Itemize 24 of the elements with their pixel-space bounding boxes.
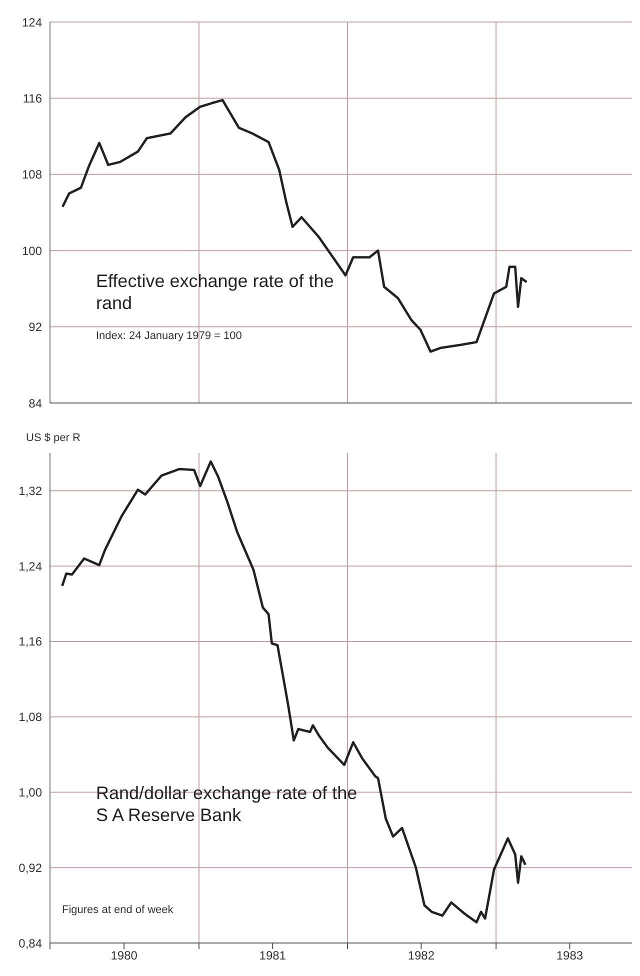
x-tick-label: 1980	[110, 948, 138, 963]
y-tick-label: 0,84	[18, 936, 42, 950]
x-tick-label: 1982	[408, 948, 435, 963]
y-tick-label: 1,16	[18, 634, 42, 649]
y-tick-label: 116	[22, 91, 42, 106]
text: Rand/dollar exchange rate of the S A Reserve Bank	[96, 782, 358, 826]
y-tick-label: 1,00	[18, 785, 42, 800]
y-tick-label: 100	[22, 244, 42, 258]
line-series	[61, 460, 527, 924]
x-tick-label: 1983	[556, 948, 584, 963]
y-axis-title: US $ per R	[26, 432, 80, 444]
y-tick-label: 1,08	[18, 710, 42, 724]
x-tick-label: 1981	[259, 948, 286, 963]
y-tick-label: 92	[28, 320, 42, 334]
y-tick-label: 0,92	[18, 860, 42, 875]
annotation: Figures at end of week	[62, 904, 174, 916]
y-tick-label: 108	[22, 168, 42, 182]
y-tick-label: 124	[22, 15, 42, 30]
y-tick-label: 1,32	[18, 484, 42, 498]
text: Effective exchange rate of the rand	[96, 270, 335, 314]
text: Index: 24 January 1979 = 100	[96, 330, 242, 342]
y-tick-label: 84	[28, 396, 42, 410]
line-series	[61, 98, 528, 353]
y-tick-label: 1,24	[18, 559, 42, 574]
